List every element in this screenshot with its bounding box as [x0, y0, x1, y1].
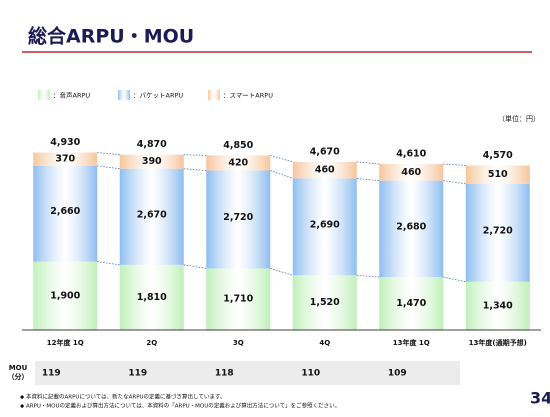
bar-segment — [119, 264, 184, 330]
total-label: 4,870 — [137, 139, 167, 150]
value-label: 510 — [488, 169, 508, 180]
footnote: ◆ 本資料に記載のARPUについては、新たなARPUの定義に基づき算出しています… — [20, 393, 225, 401]
connector — [270, 155, 293, 163]
value-label: 1,900 — [50, 290, 80, 301]
mou-box — [35, 361, 460, 385]
legend-label: ：パケットARPU — [133, 92, 183, 100]
bar-segment — [379, 180, 444, 278]
value-label: 1,470 — [396, 298, 426, 309]
mou-label: MOU （分） — [8, 364, 29, 381]
value-label: 2,720 — [223, 212, 253, 223]
value-label: 460 — [315, 165, 335, 176]
bar-segment — [292, 161, 357, 179]
mou-value: 118 — [215, 369, 234, 379]
page-number: 34 — [530, 389, 550, 408]
bar-segment — [465, 183, 530, 282]
bar-segment — [379, 277, 444, 330]
bar-segment — [206, 268, 271, 330]
value-label: 390 — [142, 156, 162, 167]
bar-segment — [33, 261, 98, 330]
mou-value: 119 — [128, 369, 147, 379]
value-label: 1,810 — [137, 292, 167, 303]
total-label: 4,610 — [396, 149, 426, 160]
legend-label: ：スマートARPU — [223, 92, 273, 100]
footnote: ◆ ARPU・MOUの定義および算出方法については、本資料の「ARPU・MOUの… — [20, 402, 340, 410]
mou-value: 110 — [301, 369, 320, 379]
connector — [270, 268, 293, 276]
x-tick-label: 12年度 1Q — [47, 338, 84, 347]
connector — [443, 163, 466, 166]
legend-swatch — [118, 90, 130, 100]
connector — [443, 276, 466, 283]
value-label: 2,690 — [310, 219, 340, 230]
legend-swatch — [208, 90, 220, 100]
bar-segment — [292, 275, 357, 330]
bar-segment — [206, 155, 271, 171]
unit-label: （単位：円） — [498, 114, 540, 123]
x-tick-label: 2Q — [146, 339, 157, 347]
value-label: 2,670 — [137, 209, 167, 220]
connector — [270, 170, 293, 179]
x-tick-label: 3Q — [233, 339, 244, 347]
bar-segment — [33, 165, 98, 262]
connector — [97, 152, 120, 156]
total-label: 4,850 — [223, 140, 253, 151]
connector — [356, 161, 380, 165]
mou-value: 109 — [388, 369, 407, 379]
x-tick-label: 13年度(通期予想) — [469, 338, 527, 347]
value-label: 420 — [228, 157, 248, 168]
bar-segment — [465, 281, 530, 330]
connector — [356, 178, 380, 181]
bar-segment — [119, 168, 184, 265]
bar-segment — [206, 170, 271, 269]
connector — [97, 165, 120, 170]
value-label: 1,710 — [223, 294, 253, 305]
legend-swatch — [38, 90, 50, 100]
bar-segment — [379, 164, 444, 181]
connector — [97, 261, 120, 266]
bar-segment — [119, 154, 184, 169]
connector — [183, 168, 207, 171]
mou-value: 119 — [42, 369, 61, 379]
total-label: 4,670 — [310, 146, 340, 157]
bar-segment — [292, 178, 357, 276]
value-label: 1,520 — [310, 297, 340, 308]
connector — [356, 274, 380, 278]
value-label: 2,720 — [483, 225, 513, 236]
bar-segment — [465, 165, 530, 184]
connector — [183, 154, 207, 156]
value-label: 370 — [55, 154, 75, 165]
total-label: 4,570 — [483, 150, 513, 161]
x-tick-label: 4Q — [319, 339, 330, 347]
legend-label: ：音声ARPU — [53, 91, 90, 100]
value-label: 2,680 — [396, 221, 426, 232]
slide-title: 総合ARPU・MOU — [28, 25, 194, 48]
bar-segment — [33, 152, 98, 166]
total-label: 4,930 — [50, 137, 80, 148]
value-label: 2,660 — [50, 206, 80, 217]
value-label: 460 — [401, 167, 421, 178]
value-label: 1,340 — [483, 300, 513, 311]
connector — [183, 264, 207, 269]
x-tick-label: 13年度 1Q — [393, 338, 430, 347]
connector — [443, 180, 466, 185]
